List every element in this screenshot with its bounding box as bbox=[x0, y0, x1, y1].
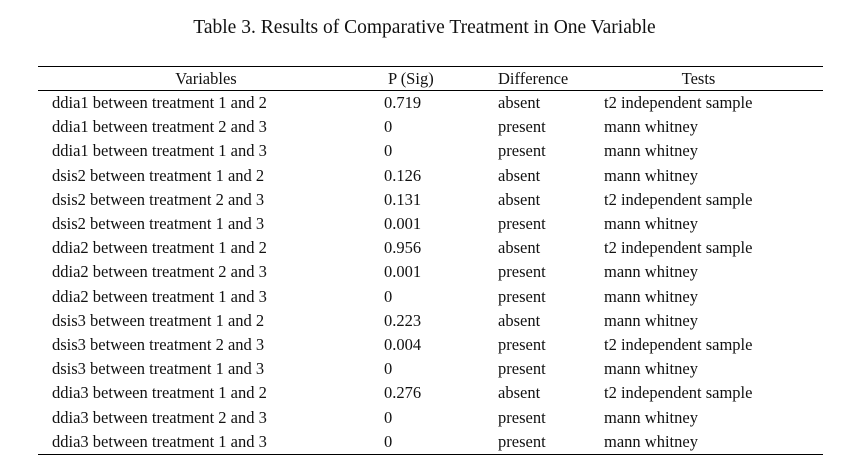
table-row: ddia2 between treatment 2 and 3 0.001 pres… bbox=[38, 260, 823, 284]
cell-p-value: 0 bbox=[384, 141, 393, 161]
cell-p-value: 0 bbox=[384, 431, 393, 451]
cell-p-value: 0.004 bbox=[384, 334, 422, 354]
cell-test: t2 independent sample bbox=[604, 189, 753, 209]
table-header: Variables P (Sig) Difference Tests bbox=[38, 66, 823, 91]
cell-difference: absent bbox=[498, 238, 541, 258]
cell-variable: ddia2 between treatment 2 and 3 bbox=[52, 262, 267, 282]
cell-variable: dsis3 between treatment 1 and 3 bbox=[52, 359, 265, 379]
cell-difference: present bbox=[498, 359, 546, 379]
cell-test: mann whitney bbox=[604, 310, 698, 330]
cell-difference: present bbox=[498, 431, 546, 451]
table-row: ddia3 between treatment 1 and 2 0.276 abse… bbox=[38, 381, 823, 405]
header-row: Variables P (Sig) Difference Tests bbox=[38, 66, 823, 91]
cell-test: mann whitney bbox=[604, 286, 698, 306]
table-caption: Table 3. Results of Comparative Treatmen… bbox=[193, 17, 656, 38]
table-row: ddia2 between treatment 1 and 2 0.956 abse… bbox=[38, 236, 823, 260]
cell-p-value: 0.131 bbox=[384, 189, 422, 209]
table-row: dsis2 between treatment 1 and 2 0.126 abse… bbox=[38, 164, 823, 188]
cell-p-value: 0.276 bbox=[384, 383, 422, 403]
header-p-sig: P (Sig) bbox=[388, 69, 434, 88]
cell-difference: absent bbox=[498, 189, 541, 209]
cell-p-value: 0 bbox=[384, 286, 393, 306]
table-row: dsis2 between treatment 2 and 3 0.131 abse… bbox=[38, 188, 823, 212]
cell-p-value: 0.956 bbox=[384, 238, 422, 258]
cell-p-value: 0 bbox=[384, 117, 393, 137]
table-row: ddia1 between treatment 1 and 3 0 present m… bbox=[38, 139, 823, 163]
cell-test: t2 independent sample bbox=[604, 334, 753, 354]
table-row: ddia3 between treatment 1 and 3 0 present m… bbox=[38, 430, 823, 455]
cell-test: mann whitney bbox=[604, 262, 698, 282]
cell-test: mann whitney bbox=[604, 359, 698, 379]
cell-variable: dsis2 between treatment 2 and 3 bbox=[52, 189, 265, 209]
cell-test: t2 independent sample bbox=[604, 383, 753, 403]
cell-p-value: 0.126 bbox=[384, 165, 422, 185]
cell-variable: ddia3 between treatment 1 and 3 bbox=[52, 431, 267, 451]
table-row: dsis3 between treatment 2 and 3 0.004 pres… bbox=[38, 333, 823, 357]
cell-difference: present bbox=[498, 286, 546, 306]
table-row: ddia1 between treatment 2 and 3 0 present m… bbox=[38, 115, 823, 139]
cell-variable: ddia1 between treatment 2 and 3 bbox=[52, 117, 267, 137]
cell-variable: ddia3 between treatment 2 and 3 bbox=[52, 407, 267, 427]
cell-test: t2 independent sample bbox=[604, 93, 753, 113]
cell-difference: present bbox=[498, 117, 546, 137]
cell-test: mann whitney bbox=[604, 141, 698, 161]
cell-variable: ddia1 between treatment 1 and 3 bbox=[52, 141, 267, 161]
cell-test: mann whitney bbox=[604, 165, 698, 185]
cell-test: mann whitney bbox=[604, 117, 698, 137]
results-table: Variables P (Sig) Difference Tests ddia1… bbox=[38, 66, 823, 455]
header-difference: Difference bbox=[498, 69, 569, 88]
cell-difference: present bbox=[498, 262, 546, 282]
cell-p-value: 0.001 bbox=[384, 262, 422, 282]
table-row: ddia1 between treatment 1 and 2 0.719 abse… bbox=[38, 91, 823, 116]
cell-difference: present bbox=[498, 141, 546, 161]
cell-difference: present bbox=[498, 214, 546, 234]
cell-difference: absent bbox=[498, 310, 541, 330]
header-tests: Tests bbox=[681, 69, 716, 88]
header-variables: Variables bbox=[175, 69, 237, 88]
table-row: dsis2 between treatment 1 and 3 0.001 pres… bbox=[38, 212, 823, 236]
cell-test: mann whitney bbox=[604, 431, 698, 451]
table-row: dsis3 between treatment 1 and 2 0.223 abse… bbox=[38, 309, 823, 333]
cell-test: t2 independent sample bbox=[604, 238, 753, 258]
results-table-container: Variables P (Sig) Difference Tests ddia1… bbox=[38, 66, 823, 455]
cell-p-value: 0 bbox=[384, 359, 393, 379]
cell-p-value: 0.719 bbox=[384, 93, 422, 113]
table-row: ddia3 between treatment 2 and 3 0 present m… bbox=[38, 405, 823, 429]
table-row: ddia2 between treatment 1 and 3 0 present m… bbox=[38, 285, 823, 309]
cell-variable: ddia1 between treatment 1 and 2 bbox=[52, 93, 267, 113]
table-body: ddia1 between treatment 1 and 2 0.719 abse… bbox=[38, 91, 823, 455]
cell-variable: dsis2 between treatment 1 and 3 bbox=[52, 214, 265, 234]
cell-p-value: 0.001 bbox=[384, 214, 422, 234]
cell-variable: ddia2 between treatment 1 and 2 bbox=[52, 238, 267, 258]
cell-variable: dsis3 between treatment 1 and 2 bbox=[52, 310, 265, 330]
cell-variable: dsis2 between treatment 1 and 2 bbox=[52, 165, 265, 185]
cell-variable: ddia3 between treatment 1 and 2 bbox=[52, 383, 267, 403]
cell-difference: absent bbox=[498, 383, 541, 403]
cell-difference: absent bbox=[498, 93, 541, 113]
cell-difference: absent bbox=[498, 165, 541, 185]
cell-test: mann whitney bbox=[604, 214, 698, 234]
cell-p-value: 0 bbox=[384, 407, 393, 427]
cell-difference: present bbox=[498, 334, 546, 354]
cell-difference: present bbox=[498, 407, 546, 427]
cell-test: mann whitney bbox=[604, 407, 698, 427]
table-row: dsis3 between treatment 1 and 3 0 present m… bbox=[38, 357, 823, 381]
cell-variable: ddia2 between treatment 1 and 3 bbox=[52, 286, 267, 306]
cell-p-value: 0.223 bbox=[384, 310, 422, 330]
cell-variable: dsis3 between treatment 2 and 3 bbox=[52, 334, 265, 354]
